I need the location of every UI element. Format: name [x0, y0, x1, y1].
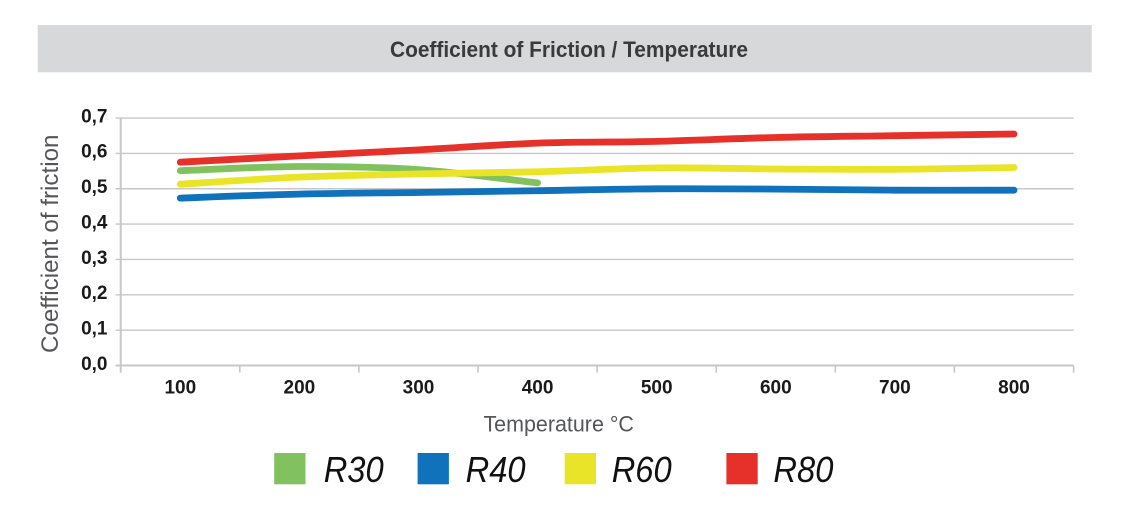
svg-text:0,2: 0,2: [81, 283, 107, 304]
svg-text:R60: R60: [612, 449, 672, 490]
svg-text:0,1: 0,1: [81, 319, 108, 340]
svg-text:0,7: 0,7: [81, 106, 107, 127]
svg-text:Temperature °C: Temperature °C: [483, 412, 634, 437]
svg-text:0,0: 0,0: [81, 354, 107, 375]
svg-text:0,6: 0,6: [81, 142, 107, 163]
svg-text:R30: R30: [324, 449, 384, 490]
svg-text:500: 500: [641, 378, 673, 399]
svg-text:0,3: 0,3: [81, 248, 107, 269]
svg-text:100: 100: [164, 378, 196, 399]
svg-text:R80: R80: [773, 449, 833, 490]
svg-text:0,5: 0,5: [81, 177, 108, 198]
svg-text:800: 800: [998, 378, 1030, 399]
svg-text:Coefficient of friction: Coefficient of friction: [37, 135, 64, 353]
svg-text:600: 600: [760, 378, 792, 399]
svg-text:400: 400: [522, 378, 554, 399]
svg-text:700: 700: [879, 378, 911, 399]
svg-text:Coefficient of Friction / Temp: Coefficient of Friction / Temperature: [390, 37, 748, 62]
svg-text:200: 200: [284, 378, 316, 399]
svg-text:300: 300: [403, 378, 435, 399]
svg-text:0,4: 0,4: [81, 212, 108, 233]
svg-text:R40: R40: [466, 449, 526, 490]
